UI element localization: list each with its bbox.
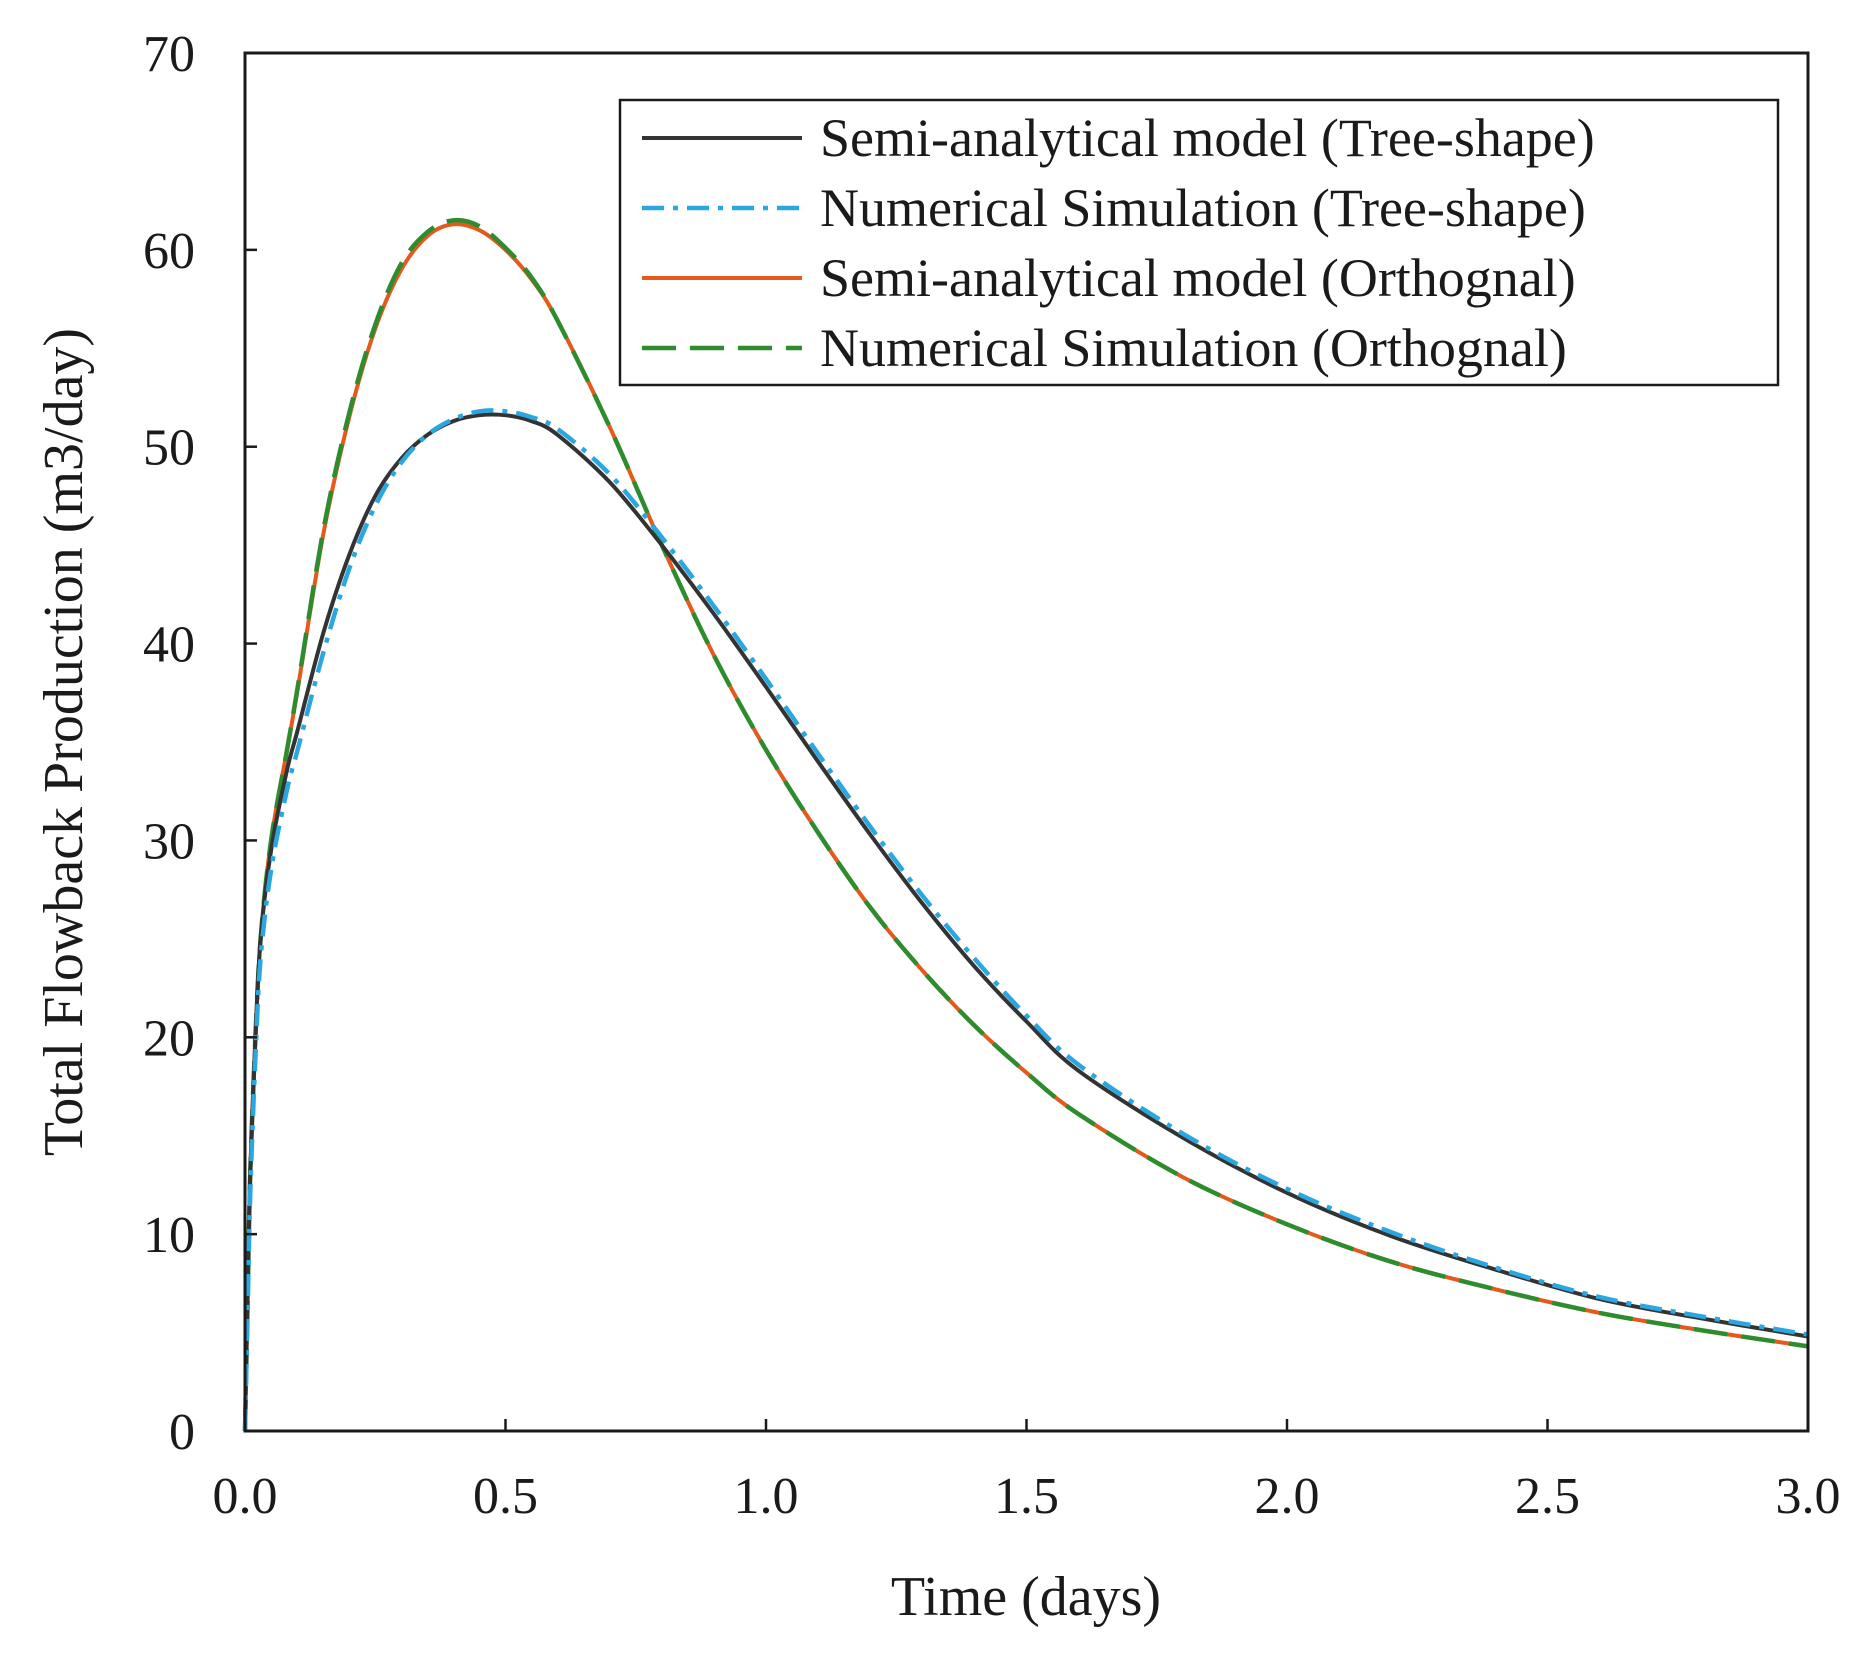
y-tick-label: 40 bbox=[143, 617, 195, 674]
legend-label-4: Numerical Simulation (Orthognal) bbox=[820, 318, 1567, 378]
y-tick-label: 30 bbox=[143, 813, 195, 870]
y-tick-label: 50 bbox=[143, 420, 195, 477]
legend-label-1: Semi-analytical model (Tree-shape) bbox=[820, 108, 1595, 168]
series-line-2 bbox=[242, 408, 1809, 1432]
legend-label-3: Semi-analytical model (Orthognal) bbox=[820, 248, 1576, 308]
y-tick-label: 20 bbox=[143, 1010, 195, 1067]
legend-label-2: Numerical Simulation (Tree-shape) bbox=[820, 178, 1586, 238]
y-tick-label: 70 bbox=[143, 26, 195, 83]
legend: Semi-analytical model (Tree-shape) Numeri… bbox=[618, 98, 1780, 387]
series-line-4 bbox=[242, 217, 1809, 1432]
x-tick-label: 2.5 bbox=[1515, 1468, 1580, 1525]
legend-items: Semi-analytical model (Tree-shape) Numeri… bbox=[642, 108, 1595, 378]
series-line-1 bbox=[243, 412, 1809, 1432]
x-tick-label: 1.5 bbox=[994, 1468, 1059, 1525]
x-tick-label: 0.5 bbox=[473, 1468, 538, 1525]
y-tick-label: 60 bbox=[143, 223, 195, 280]
series-layer bbox=[242, 217, 1809, 1432]
x-axis-title: Time (days) bbox=[891, 1566, 1161, 1628]
x-tick-label: 2.0 bbox=[1255, 1468, 1320, 1525]
x-tick-label: 0.0 bbox=[213, 1468, 278, 1525]
series-line-3 bbox=[243, 222, 1809, 1432]
tick-layer: 0.0 0.5 1.0 1.5 2.0 2.5 3.0 0 10 20 30 40 50 60 70 bbox=[143, 26, 1841, 1525]
legend-box bbox=[618, 98, 1780, 387]
y-axis-title: Total Flowback Production (m3/day) bbox=[33, 328, 95, 1156]
x-tick-label: 3.0 bbox=[1776, 1468, 1841, 1525]
x-tick-label: 1.0 bbox=[734, 1468, 799, 1525]
y-tick-label: 10 bbox=[143, 1207, 195, 1264]
y-tick-label: 0 bbox=[169, 1404, 195, 1461]
